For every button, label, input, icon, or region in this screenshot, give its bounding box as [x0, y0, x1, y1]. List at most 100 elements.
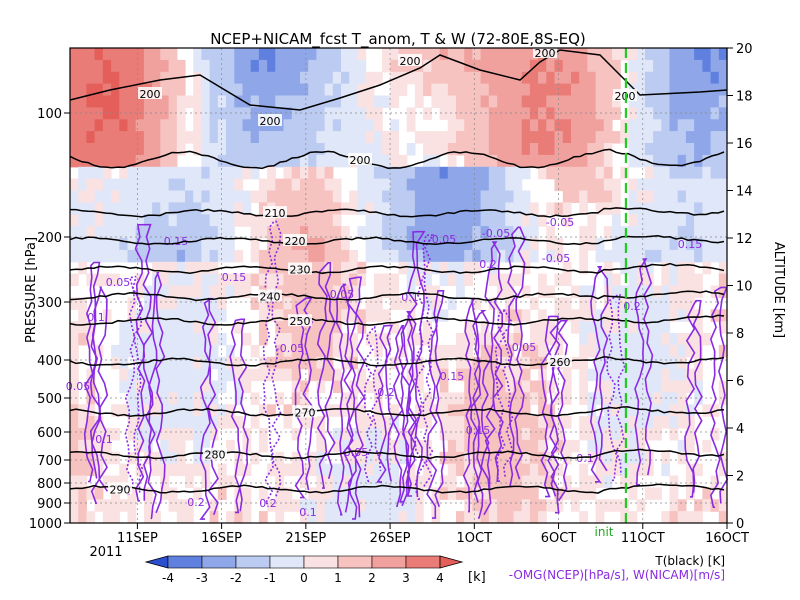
anomaly-cell [505, 475, 515, 488]
anomaly-cell [423, 59, 432, 73]
anomaly-cell [677, 202, 687, 215]
anomaly-cell [661, 380, 671, 393]
anomaly-cell [242, 499, 252, 512]
anomaly-cell [653, 487, 662, 500]
anomaly-cell [275, 131, 285, 144]
anomaly-cell [78, 83, 87, 97]
anomaly-cell [603, 416, 613, 429]
anomaly-cell [316, 333, 326, 346]
anomaly-cell [669, 71, 679, 85]
anomaly-cell [612, 309, 621, 322]
anomaly-cell [406, 249, 416, 263]
anomaly-cell [661, 119, 671, 132]
anomaly-cell [365, 487, 375, 500]
anomaly-cell [78, 71, 87, 85]
anomaly-cell [357, 416, 367, 429]
anomaly-cell [472, 95, 482, 108]
anomaly-cell [78, 451, 87, 465]
anomaly-cell [283, 107, 293, 120]
anomaly-cell [275, 392, 285, 405]
anomaly-cell [193, 226, 202, 239]
anomaly-cell [554, 499, 564, 512]
anomaly-cell [316, 451, 326, 465]
anomaly-cell [710, 119, 720, 132]
anomaly-cell [718, 511, 728, 524]
anomaly-cell [234, 249, 244, 263]
anomaly-cell [217, 226, 227, 239]
anomaly-cell [612, 392, 621, 405]
anomaly-cell [603, 249, 613, 263]
anomaly-cell [111, 83, 120, 97]
anomaly-cell [275, 59, 285, 73]
anomaly-cell [398, 71, 408, 85]
anomaly-cell [111, 143, 120, 156]
anomaly-cell [283, 178, 293, 192]
anomaly-cell [275, 344, 285, 358]
anomaly-cell [423, 333, 432, 346]
anomaly-cell [291, 321, 301, 334]
anomaly-cell [653, 71, 662, 85]
anomaly-cell [332, 48, 342, 61]
anomaly-cell [332, 368, 342, 382]
anomaly-cell [636, 273, 646, 287]
anomaly-cell [447, 166, 457, 180]
anomaly-cell [86, 154, 96, 168]
anomaly-cell [111, 428, 120, 441]
anomaly-cell [546, 226, 556, 239]
anomaly-cell [168, 487, 178, 500]
anomaly-cell [554, 273, 564, 287]
anomaly-cell [628, 321, 638, 334]
w-contour-label: 0.2 [187, 496, 205, 509]
anomaly-cell [497, 392, 506, 405]
anomaly-cell [300, 48, 309, 61]
anomaly-cell [102, 249, 112, 263]
anomaly-cell [710, 143, 720, 156]
anomaly-cell [341, 428, 350, 441]
y-right-label: ALTITUDE [km] [771, 242, 786, 338]
anomaly-cell [554, 83, 564, 97]
anomaly-cell [710, 249, 720, 263]
anomaly-cell [193, 143, 202, 156]
anomaly-cell [382, 416, 391, 429]
anomaly-cell [94, 439, 104, 453]
anomaly-cell [488, 249, 498, 263]
anomaly-cell [414, 202, 424, 215]
anomaly-cell [234, 71, 244, 85]
anomaly-cell [349, 380, 358, 393]
anomaly-cell [119, 238, 129, 251]
anomaly-cell [316, 297, 326, 310]
anomaly-cell [102, 166, 112, 180]
anomaly-cell [554, 166, 564, 180]
anomaly-cell [234, 511, 244, 524]
anomaly-cell [365, 119, 375, 132]
anomaly-cell [176, 143, 186, 156]
anomaly-cell [193, 309, 202, 322]
anomaly-cell [70, 273, 79, 287]
anomaly-cell [94, 451, 104, 465]
anomaly-cell [267, 297, 276, 310]
anomaly-cell [628, 487, 638, 500]
anomaly-cell [669, 392, 679, 405]
anomaly-cell [390, 48, 400, 61]
anomaly-cell [332, 321, 342, 334]
anomaly-cell [242, 59, 252, 73]
anomaly-cell [209, 285, 219, 298]
anomaly-cell [628, 428, 638, 441]
anomaly-cell [661, 463, 671, 477]
anomaly-cell [332, 285, 342, 298]
anomaly-cell [579, 119, 588, 132]
w-contour [362, 326, 382, 483]
temperature-label: 280 [205, 449, 226, 462]
anomaly-cell [291, 226, 301, 239]
anomaly-cell [513, 499, 523, 512]
anomaly-cell [447, 475, 457, 488]
anomaly-cell [275, 95, 285, 108]
anomaly-cell [595, 249, 605, 263]
anomaly-cell [176, 416, 186, 429]
anomaly-cell [702, 59, 712, 73]
anomaly-cell [521, 392, 531, 405]
anomaly-cell [201, 190, 211, 203]
w-contour [426, 290, 446, 519]
anomaly-cell [685, 439, 695, 453]
anomaly-cell [86, 71, 96, 85]
